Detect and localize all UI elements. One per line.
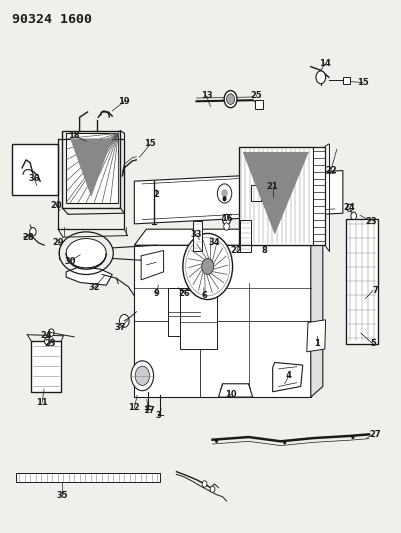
- Circle shape: [49, 329, 54, 336]
- Circle shape: [131, 361, 154, 391]
- Text: 90324 1600: 90324 1600: [12, 13, 92, 26]
- Bar: [343, 77, 350, 84]
- Text: 5: 5: [370, 340, 376, 348]
- Ellipse shape: [66, 239, 106, 268]
- Circle shape: [183, 233, 233, 300]
- Bar: [346, 219, 378, 344]
- Circle shape: [347, 204, 352, 212]
- Bar: [255, 100, 263, 109]
- Bar: [313, 147, 325, 245]
- Bar: [239, 147, 313, 245]
- Circle shape: [221, 189, 228, 198]
- Text: 6: 6: [202, 292, 207, 300]
- Bar: [31, 341, 61, 392]
- Text: 24: 24: [40, 332, 52, 340]
- Circle shape: [224, 91, 237, 108]
- Text: 36: 36: [28, 174, 40, 183]
- Circle shape: [135, 366, 150, 385]
- Polygon shape: [273, 362, 303, 392]
- Polygon shape: [219, 384, 253, 397]
- Polygon shape: [311, 229, 323, 397]
- Text: 34: 34: [209, 238, 220, 247]
- Text: 13: 13: [201, 92, 212, 100]
- Text: 27: 27: [369, 430, 381, 439]
- Text: 8: 8: [262, 246, 267, 255]
- Text: 7: 7: [372, 286, 378, 295]
- Circle shape: [217, 184, 232, 203]
- Bar: [193, 221, 202, 251]
- Polygon shape: [307, 320, 326, 352]
- Text: 30: 30: [65, 257, 76, 265]
- Bar: [180, 290, 217, 349]
- Polygon shape: [134, 171, 343, 224]
- Circle shape: [223, 214, 231, 225]
- Text: 17: 17: [143, 406, 154, 415]
- Text: 15: 15: [144, 140, 156, 148]
- Text: 23: 23: [45, 340, 56, 348]
- Text: 14: 14: [319, 60, 331, 68]
- Circle shape: [119, 314, 129, 327]
- Circle shape: [351, 212, 356, 220]
- Bar: [251, 185, 261, 201]
- Circle shape: [223, 196, 227, 201]
- Text: 3: 3: [156, 411, 161, 420]
- Text: 33: 33: [191, 230, 202, 239]
- Text: 2: 2: [154, 190, 159, 199]
- Circle shape: [202, 481, 207, 487]
- Text: 20: 20: [51, 201, 62, 209]
- Polygon shape: [243, 152, 309, 235]
- Text: 21: 21: [267, 182, 279, 191]
- Polygon shape: [141, 251, 164, 280]
- Text: 11: 11: [36, 398, 48, 407]
- Text: 19: 19: [119, 97, 130, 106]
- Text: 16: 16: [221, 214, 233, 223]
- Bar: [239, 147, 325, 245]
- Bar: [240, 220, 251, 252]
- Text: 35: 35: [57, 491, 68, 500]
- Polygon shape: [134, 229, 323, 245]
- Text: 25: 25: [251, 92, 263, 100]
- Polygon shape: [66, 266, 112, 285]
- Bar: [66, 133, 118, 203]
- Bar: [12, 144, 58, 195]
- Circle shape: [283, 440, 286, 445]
- Text: 29: 29: [53, 238, 64, 247]
- Text: 22: 22: [231, 246, 243, 255]
- Circle shape: [351, 435, 354, 439]
- Text: 28: 28: [22, 233, 34, 241]
- Text: 4: 4: [286, 372, 292, 380]
- Circle shape: [316, 71, 326, 84]
- Bar: [16, 473, 160, 482]
- Bar: [62, 131, 120, 208]
- Circle shape: [45, 337, 50, 345]
- Text: 15: 15: [357, 78, 369, 87]
- Bar: [168, 288, 200, 336]
- Circle shape: [215, 439, 218, 443]
- Polygon shape: [134, 245, 311, 397]
- Bar: [346, 219, 378, 344]
- Circle shape: [224, 223, 229, 230]
- Text: 12: 12: [128, 403, 140, 412]
- Text: 18: 18: [69, 132, 80, 140]
- Text: 32: 32: [89, 284, 100, 292]
- Text: 10: 10: [225, 390, 236, 399]
- Bar: [31, 341, 61, 392]
- Text: 9: 9: [154, 289, 159, 297]
- Text: 1: 1: [314, 340, 320, 348]
- Text: 37: 37: [115, 324, 126, 332]
- Text: 24: 24: [343, 204, 355, 212]
- Text: 26: 26: [178, 289, 190, 297]
- Circle shape: [30, 228, 36, 236]
- Circle shape: [210, 486, 215, 492]
- Circle shape: [202, 259, 214, 274]
- Text: 22: 22: [325, 166, 337, 175]
- Circle shape: [227, 94, 235, 104]
- Polygon shape: [70, 139, 112, 197]
- Text: 23: 23: [365, 217, 377, 225]
